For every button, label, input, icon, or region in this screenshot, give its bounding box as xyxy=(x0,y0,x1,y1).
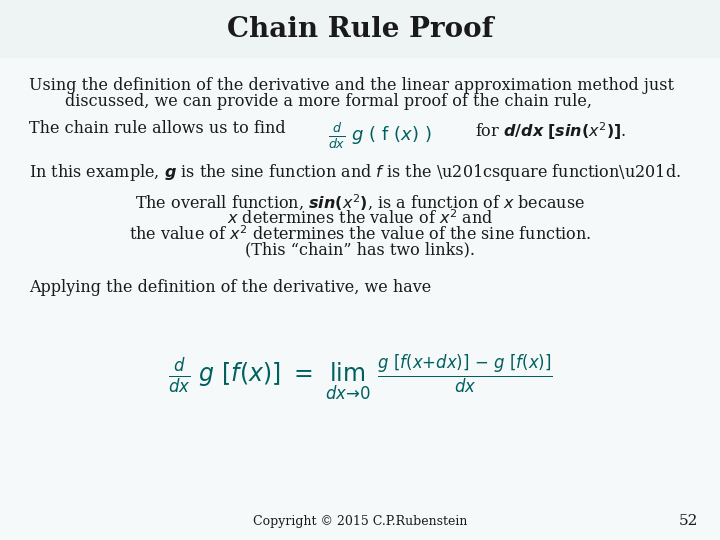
Text: discussed, we can provide a more formal proof of the chain rule,: discussed, we can provide a more formal … xyxy=(65,93,592,110)
Text: $\frac{d}{dx}\ g\ [f(x)]\ =\ \lim_{dx \to 0}\ \frac{g\ [f(x + dx)]\ -\ g\ [f(x)]: $\frac{d}{dx}\ g\ [f(x)]\ =\ \lim_{dx \t… xyxy=(168,353,552,403)
Text: The overall function, $\boldsymbol{sin(x^2)}$, is a function of $x$ because: The overall function, $\boldsymbol{sin(x… xyxy=(135,193,585,213)
Text: for $\boldsymbol{d/dx\ [sin(}$$\boldsymbol{x^2}$$\boldsymbol{)]}$.: for $\boldsymbol{d/dx\ [sin(}$$\boldsymb… xyxy=(475,120,627,141)
Text: Applying the definition of the derivative, we have: Applying the definition of the derivativ… xyxy=(29,279,431,296)
Text: The chain rule allows us to find: The chain rule allows us to find xyxy=(29,120,285,137)
Text: Chain Rule Proof: Chain Rule Proof xyxy=(227,16,493,43)
Text: $\frac{d}{dx}\ g\ (\ \mathrm{f}\ (x)\ )$: $\frac{d}{dx}\ g\ (\ \mathrm{f}\ (x)\ )$ xyxy=(328,122,431,151)
Text: the value of $x^2$ determines the value of the sine function.: the value of $x^2$ determines the value … xyxy=(129,225,591,244)
FancyBboxPatch shape xyxy=(0,0,720,57)
Text: 52: 52 xyxy=(679,514,698,528)
Text: $x$ determines the value of $x^2$ and: $x$ determines the value of $x^2$ and xyxy=(227,209,493,228)
Text: (This “chain” has two links).: (This “chain” has two links). xyxy=(245,241,475,258)
Text: In this example, $\boldsymbol{g}$ is the sine function and $\mathit{f}$ is the \: In this example, $\boldsymbol{g}$ is the… xyxy=(29,162,680,183)
Text: Using the definition of the derivative and the linear approximation method just: Using the definition of the derivative a… xyxy=(29,77,674,93)
Text: Copyright © 2015 C.P.Rubenstein: Copyright © 2015 C.P.Rubenstein xyxy=(253,515,467,528)
